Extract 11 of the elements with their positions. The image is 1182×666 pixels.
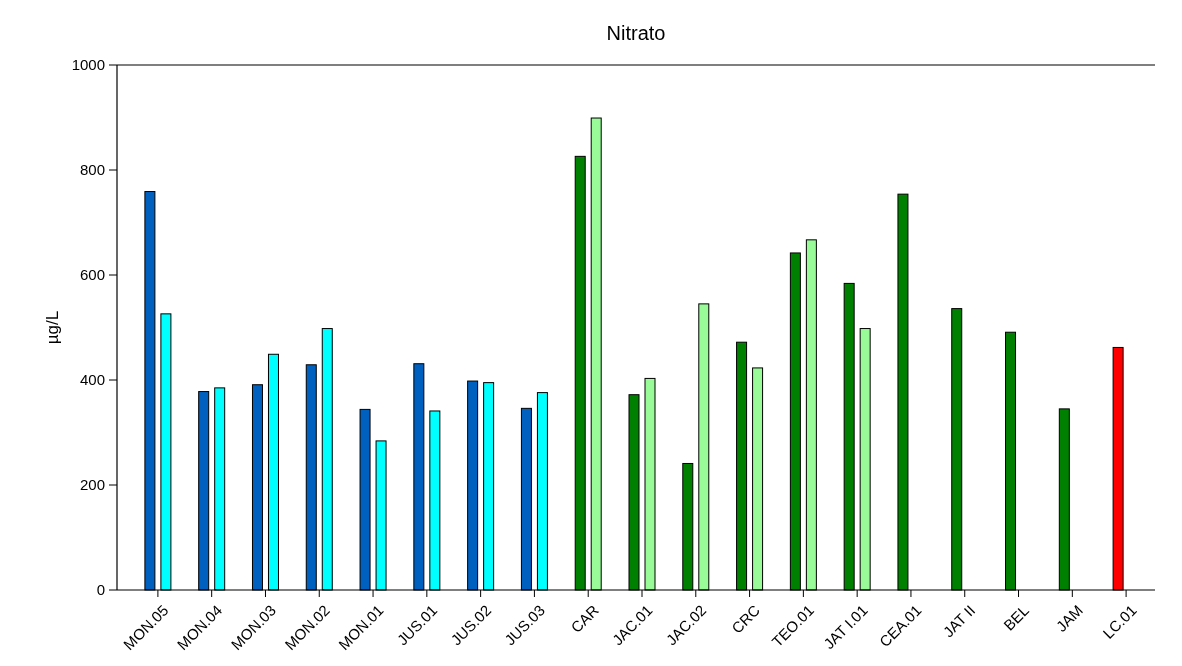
- x-tick-label: JAT II: [939, 601, 979, 641]
- x-tick-label: BEL: [1000, 601, 1033, 634]
- y-tick-label: 0: [96, 581, 105, 599]
- x-tick-label: JAT I.01: [820, 601, 871, 653]
- y-tick-label: 600: [79, 266, 105, 284]
- y-tick-label: 400: [79, 371, 105, 389]
- y-tick-label: 800: [79, 161, 105, 179]
- y-tick-label: 1000: [71, 56, 105, 74]
- y-tick-label: 200: [79, 476, 105, 494]
- chart-title: Nitrato: [606, 22, 666, 44]
- y-axis-title: µg/L: [43, 310, 62, 345]
